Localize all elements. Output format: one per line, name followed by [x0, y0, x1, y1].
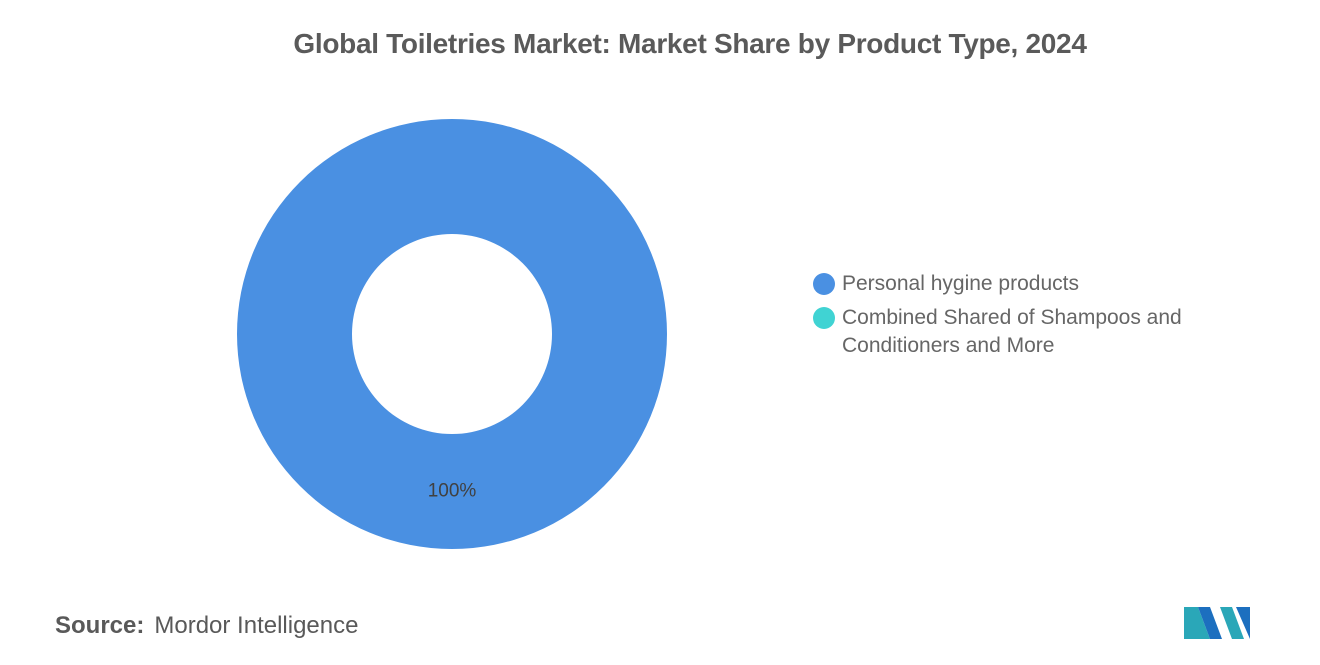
source-line: Source: Mordor Intelligence	[55, 612, 358, 640]
legend: Personal hygine products Combined Shared…	[813, 270, 1233, 366]
source-label: Source:	[55, 612, 145, 639]
legend-item-shampoos-conditioners: Combined Shared of Shampoos and Conditio…	[813, 304, 1233, 360]
data-label-slice-0: 100%	[428, 481, 477, 502]
source-value: Mordor Intelligence	[154, 612, 359, 639]
legend-label-shampoos-conditioners: Combined Shared of Shampoos and Conditio…	[842, 306, 1182, 357]
legend-swatch-shampoos-conditioners	[813, 307, 835, 329]
legend-item-personal-hygine: Personal hygine products	[813, 270, 1233, 298]
donut-slice-0	[237, 119, 667, 549]
chart-title: Global Toiletries Market: Market Share b…	[293, 28, 1087, 59]
mordor-intelligence-logo	[1184, 607, 1250, 639]
legend-label-personal-hygine: Personal hygine products	[842, 272, 1079, 295]
legend-swatch-personal-hygine	[813, 273, 835, 295]
